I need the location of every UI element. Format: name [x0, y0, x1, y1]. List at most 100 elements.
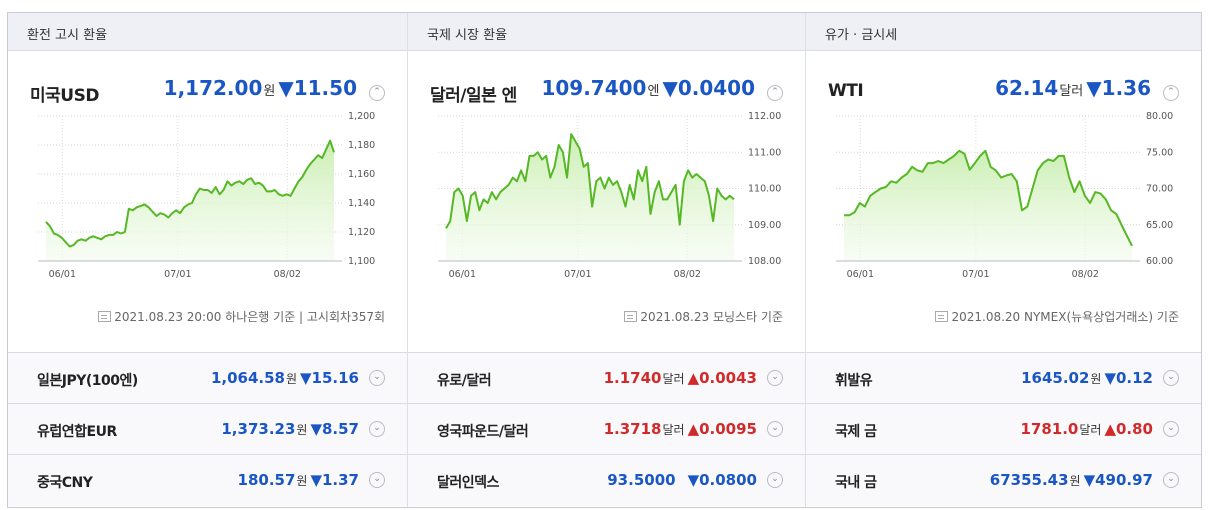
row-change: ▼0.12 — [1104, 369, 1153, 387]
document-icon — [98, 311, 112, 322]
row-name: 중국CNY — [37, 475, 93, 491]
main-panel: WTI 62.14달러 ▼1.36 ⌃ 80.00 75.00 70.00 65.00 6… — [806, 51, 1201, 353]
row-value: 1.3718달러 ▲0.0095 — [604, 420, 757, 438]
row-name: 국제 금 — [835, 424, 877, 440]
list-item[interactable]: 달러인덱스 93.5000 ▼0.0800 ⌄ — [408, 455, 805, 506]
main-item-name[interactable]: WTI — [828, 81, 864, 101]
series-line — [45, 139, 335, 248]
y-tick-label: 1,120 — [348, 227, 375, 238]
row-price: 1781.0 — [1020, 420, 1079, 438]
column-header[interactable]: 유가 · 금시세 — [806, 13, 1201, 51]
basis-note: 2021.08.20 NYMEX(뉴욕상업거래소) 기준 — [935, 308, 1179, 325]
row-change: ▼490.97 — [1083, 471, 1153, 489]
row-price: 180.57 — [237, 471, 296, 489]
row-change: ▼8.57 — [310, 420, 359, 438]
row-unit: 달러 — [1079, 423, 1102, 437]
series-area — [844, 150, 1132, 261]
expand-toggle-icon[interactable]: ⌄ — [767, 421, 783, 437]
main-price-value: 1,172.00 — [163, 76, 263, 100]
column-header[interactable]: 국제 시장 환율 — [408, 13, 805, 51]
main-change: ▼0.0400 — [662, 76, 755, 100]
row-change: ▼15.16 — [300, 369, 359, 387]
x-tick-label: 07/01 — [164, 269, 191, 280]
row-price: 1645.02 — [1021, 369, 1090, 387]
row-value: 1781.0달러 ▲0.80 — [1020, 420, 1153, 438]
expand-toggle-icon[interactable]: ⌄ — [1163, 472, 1179, 488]
main-change: ▼11.50 — [278, 76, 357, 100]
y-tick-label: 108.00 — [748, 256, 781, 267]
x-tick-label: 08/02 — [1072, 269, 1099, 280]
row-unit: 원 — [1069, 474, 1081, 488]
list-item[interactable]: 국내 금 67355.43원 ▼490.97 ⌄ — [806, 455, 1201, 506]
series-area — [46, 140, 334, 261]
collapse-toggle-icon[interactable]: ⌃ — [1163, 85, 1179, 101]
row-name: 유로/달러 — [437, 373, 492, 389]
list-item[interactable]: 중국CNY 180.57원 ▼1.37 ⌄ — [8, 455, 407, 506]
row-change: ▲0.80 — [1104, 420, 1153, 438]
row-unit: 달러 — [662, 372, 685, 386]
row-change: ▼1.37 — [310, 471, 359, 489]
expand-toggle-icon[interactable]: ⌄ — [369, 421, 385, 437]
row-value: 1,373.23원 ▼8.57 — [221, 420, 359, 438]
main-price-unit: 엔 — [647, 84, 660, 99]
main-panel: 미국USD 1,172.00원 ▼11.50 ⌃ 1,200 1,180 1,160 1… — [8, 51, 407, 353]
wti-trend-chart: 80.00 75.00 70.00 65.00 60.00 06/01 07/01 08/02 — [836, 111, 1173, 280]
list-item[interactable]: 일본JPY(100엔) 1,064.58원 ▼15.16 ⌄ — [8, 353, 407, 404]
main-item-name[interactable]: 미국USD — [30, 86, 99, 106]
main-price-value: 62.14 — [995, 76, 1059, 100]
y-tick-label: 1,100 — [348, 256, 375, 267]
x-tick-label: 08/02 — [674, 269, 701, 280]
y-tick-label: 60.00 — [1146, 256, 1173, 267]
basis-text: 2021.08.23 모닝스타 기준 — [640, 310, 783, 324]
expand-toggle-icon[interactable]: ⌄ — [1163, 370, 1179, 386]
row-name: 영국파운드/달러 — [437, 424, 529, 440]
y-tick-label: 1,200 — [348, 111, 375, 122]
list-item[interactable]: 국제 금 1781.0달러 ▲0.80 ⌄ — [806, 404, 1201, 455]
row-price: 1,373.23 — [221, 420, 296, 438]
row-price: 1,064.58 — [210, 369, 285, 387]
row-change: ▲0.0043 — [687, 369, 757, 387]
document-icon — [935, 311, 949, 322]
row-value: 1,064.58원 ▼15.16 — [211, 369, 359, 387]
row-name: 일본JPY(100엔) — [37, 373, 138, 389]
list-item[interactable]: 유로/달러 1.1740달러 ▲0.0043 ⌄ — [408, 353, 805, 404]
row-unit: 원 — [296, 423, 308, 437]
basis-text: 2021.08.20 NYMEX(뉴욕상업거래소) 기준 — [951, 310, 1179, 324]
expand-toggle-icon[interactable]: ⌄ — [369, 472, 385, 488]
list-item[interactable]: 유럽연합EUR 1,373.23원 ▼8.57 ⌄ — [8, 404, 407, 455]
list-item[interactable]: 영국파운드/달러 1.3718달러 ▲0.0095 ⌄ — [408, 404, 805, 455]
x-tick-label: 07/01 — [962, 269, 989, 280]
expand-toggle-icon[interactable]: ⌄ — [767, 472, 783, 488]
row-price: 93.5000 — [607, 471, 676, 489]
main-panel: 달러/일본 엔 109.7400엔 ▼0.0400 ⌃ 112.00 111.00 1… — [408, 51, 805, 353]
usd-trend-chart: 1,200 1,180 1,160 1,140 1,120 1,100 06/01 07/01… — [38, 111, 375, 280]
column-international-rates: 국제 시장 환율 달러/일본 엔 109.7400엔 ▼0.0400 ⌃ 112.… — [407, 13, 805, 507]
row-unit: 달러 — [662, 423, 685, 437]
row-price: 67355.43 — [989, 471, 1069, 489]
y-tick-label: 111.00 — [748, 147, 781, 158]
series-line — [844, 149, 1133, 247]
row-price: 1.3718 — [603, 420, 662, 438]
row-name: 휘발유 — [835, 373, 873, 389]
collapse-toggle-icon[interactable]: ⌃ — [369, 85, 385, 101]
column-header[interactable]: 환전 고시 환율 — [8, 13, 407, 51]
row-unit: 원 — [296, 474, 308, 488]
basis-text: 2021.08.23 20:00 하나은행 기준 | 고시회차357회 — [114, 310, 385, 324]
row-name: 유럽연합EUR — [37, 424, 117, 440]
column-oil-gold: 유가 · 금시세 WTI 62.14달러 ▼1.36 ⌃ 80.00 75.00 70… — [805, 13, 1201, 507]
row-name: 국내 금 — [835, 475, 877, 491]
series-line — [445, 133, 735, 229]
row-value: 1.1740달러 ▲0.0043 — [604, 369, 757, 387]
y-tick-label: 112.00 — [748, 111, 781, 122]
collapse-toggle-icon[interactable]: ⌃ — [767, 85, 783, 101]
usdjpy-trend-chart: 112.00 111.00 110.00 109.00 108.00 06/01 07/01… — [438, 111, 781, 280]
row-value: 1645.02원 ▼0.12 — [1021, 369, 1153, 387]
main-item-name[interactable]: 달러/일본 엔 — [430, 86, 517, 106]
main-change: ▼1.36 — [1086, 76, 1151, 100]
expand-toggle-icon[interactable]: ⌄ — [1163, 421, 1179, 437]
y-tick-label: 1,160 — [348, 169, 375, 180]
list-item[interactable]: 휘발유 1645.02원 ▼0.12 ⌄ — [806, 353, 1201, 404]
expand-toggle-icon[interactable]: ⌄ — [767, 370, 783, 386]
expand-toggle-icon[interactable]: ⌄ — [369, 370, 385, 386]
column-exchange-rates: 환전 고시 환율 미국USD 1,172.00원 ▼11.50 ⌃ 1,200 1,… — [8, 13, 407, 507]
